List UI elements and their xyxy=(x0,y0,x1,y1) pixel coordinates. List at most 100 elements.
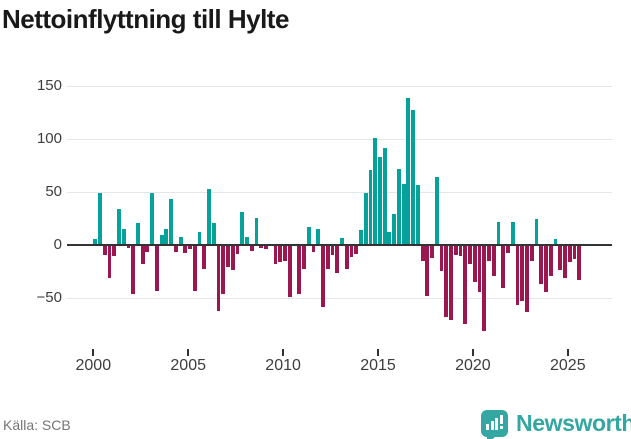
gridline-150 xyxy=(67,85,612,87)
bar-2002Q4 xyxy=(145,246,150,252)
bar-2005Q4 xyxy=(202,246,207,269)
bar-2023Q3 xyxy=(539,246,544,285)
source-label: Källa: SCB xyxy=(3,417,71,433)
x-axis-tick-2005 xyxy=(187,349,190,356)
bar-2012Q4 xyxy=(335,246,340,273)
gridline-50 xyxy=(67,191,612,193)
zero-axis-line xyxy=(67,244,612,247)
bar-2017Q1 xyxy=(415,184,420,246)
bar-2014Q2 xyxy=(363,193,368,246)
bar-2000Q3 xyxy=(102,246,107,255)
bar-2015Q1 xyxy=(378,157,382,246)
bar-2016Q3 xyxy=(406,97,411,246)
x-axis-label-2020: 2020 xyxy=(455,357,491,374)
bar-2021Q2 xyxy=(496,221,501,246)
plot-area: 150 100 50 0 −50 2000 2005 2010 2015 2020 2025 xyxy=(36,77,612,374)
bar-2019Q2 xyxy=(458,246,463,256)
bar-2024Q4 xyxy=(563,246,567,279)
bar-2009Q4 xyxy=(278,246,283,263)
bar-2011Q1 xyxy=(302,246,306,269)
bar-2008Q4 xyxy=(259,246,264,249)
bar-2012Q1 xyxy=(321,246,325,307)
x-axis-label-2025: 2025 xyxy=(550,357,586,374)
bar-2005Q3 xyxy=(197,231,202,246)
x-axis-label-2010: 2010 xyxy=(265,357,301,374)
bar-2009Q3 xyxy=(273,246,278,265)
bar-2013Q2 xyxy=(344,246,349,269)
bar-2024Q2 xyxy=(553,238,558,246)
bar-2002Q2 xyxy=(136,223,140,246)
bar-2010Q2 xyxy=(287,246,292,298)
bar-2022Q4 xyxy=(525,246,529,313)
x-axis-tick-2020 xyxy=(471,349,474,356)
bar-2016Q4 xyxy=(411,109,415,246)
bar-2004Q1 xyxy=(169,198,174,246)
gridline--50 xyxy=(67,297,612,299)
bar-2025Q3 xyxy=(577,246,582,281)
bar-2016Q1 xyxy=(396,168,401,246)
bar-2019Q1 xyxy=(453,246,458,255)
bar-2001Q3 xyxy=(121,229,126,246)
bar-2000Q4 xyxy=(107,246,112,279)
x-axis-tick-2015 xyxy=(377,349,379,356)
bar-2013Q1 xyxy=(340,237,344,246)
y-axis-label-0: 0 xyxy=(53,236,62,254)
bar-2007Q3 xyxy=(235,246,240,254)
bar-2011Q4 xyxy=(316,229,321,246)
bar-2014Q4 xyxy=(373,138,378,246)
bar-2018Q1 xyxy=(434,177,439,246)
bar-2021Q3 xyxy=(501,246,506,288)
bar-2020Q1 xyxy=(472,246,477,283)
chart-title: Nettoinflyttning till Hylte xyxy=(2,4,289,34)
bar-2019Q4 xyxy=(468,246,472,265)
y-axis-label-100: 100 xyxy=(36,130,62,148)
bar-2025Q1 xyxy=(567,246,572,263)
bar-2001Q4 xyxy=(126,246,131,249)
bar-2022Q3 xyxy=(520,246,525,302)
bar-2023Q2 xyxy=(534,218,539,246)
bar-2005Q2 xyxy=(192,246,197,291)
bar-2012Q2 xyxy=(325,246,330,269)
bar-2007Q4 xyxy=(240,212,245,246)
bar-2020Q4 xyxy=(487,246,491,262)
bar-2022Q1 xyxy=(510,221,515,246)
bar-2018Q3 xyxy=(444,246,449,318)
bar-2012Q3 xyxy=(330,246,335,255)
bar-2014Q3 xyxy=(368,170,373,246)
bar-2016Q2 xyxy=(401,183,406,246)
newsworthy-bubble-chart-icon xyxy=(481,409,508,439)
newsworthy-logo-link[interactable]: Newsworthy xyxy=(481,408,631,439)
bar-2002Q3 xyxy=(140,246,145,265)
bar-2001Q1 xyxy=(112,246,117,256)
bar-2008Q3 xyxy=(254,217,259,246)
bar-2006Q2 xyxy=(211,223,216,246)
bar-2003Q1 xyxy=(150,193,155,246)
bar-2010Q4 xyxy=(297,246,302,294)
bar-2013Q4 xyxy=(354,246,359,254)
x-axis-tick-2000 xyxy=(92,349,95,356)
bar-2014Q1 xyxy=(359,230,363,246)
bar-2004Q2 xyxy=(173,246,178,252)
y-axis-label-150: 150 xyxy=(36,77,62,95)
bar-2006Q4 xyxy=(221,246,226,294)
bar-2005Q1 xyxy=(188,246,192,250)
bar-2018Q4 xyxy=(449,246,453,321)
bar-2004Q3 xyxy=(178,236,183,246)
bar-2017Q2 xyxy=(420,246,425,262)
bar-2011Q3 xyxy=(311,246,316,252)
bar-2009Q1 xyxy=(264,246,268,250)
bar-2011Q2 xyxy=(306,227,311,246)
x-axis-tick-2010 xyxy=(282,349,285,356)
bar-2017Q4 xyxy=(430,246,434,258)
bar-2015Q4 xyxy=(392,213,397,246)
brand-name: Newsworthy xyxy=(516,409,631,436)
bar-2018Q2 xyxy=(439,246,444,271)
bar-2020Q3 xyxy=(482,246,487,332)
bar-2003Q2 xyxy=(154,246,159,291)
bar-2024Q3 xyxy=(558,246,563,270)
bar-2021Q1 xyxy=(491,246,496,276)
bar-2010Q1 xyxy=(283,246,287,262)
bar-2020Q2 xyxy=(477,246,482,292)
bar-2013Q3 xyxy=(349,246,354,257)
bar-2015Q2 xyxy=(382,147,387,246)
